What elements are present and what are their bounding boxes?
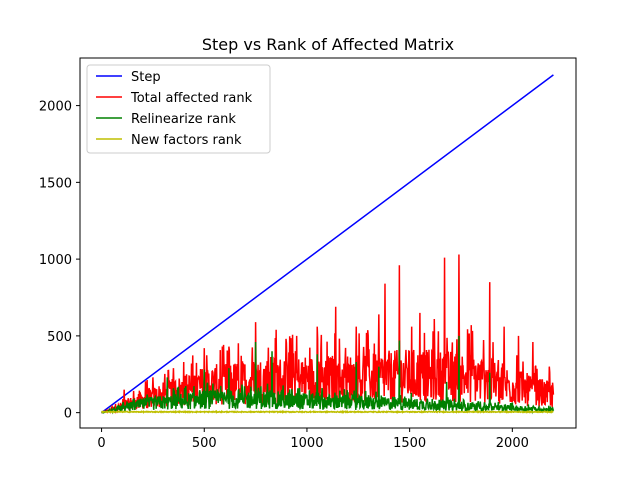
legend-label: New factors rank (131, 133, 242, 148)
y-tick-label: 1000 (39, 253, 72, 268)
series-line-step (101, 74, 554, 414)
chart-title: Step vs Rank of Affected Matrix (202, 35, 454, 54)
legend-label: Step (131, 70, 161, 85)
y-tick-label: 0 (64, 407, 72, 422)
y-tick-label: 1500 (39, 176, 72, 191)
axes-frame (79, 57, 577, 429)
x-tick-label: 1000 (290, 436, 323, 451)
x-tick-label: 500 (192, 436, 217, 451)
series-layer (100, 74, 555, 415)
series-line-relinearize-rank (100, 335, 555, 415)
y-tick-label: 500 (47, 330, 72, 345)
legend-items: Step Total affected rank Relinearize rank N… (96, 70, 253, 148)
plot-area: 0 500 1000 1500 2000 0 500 1000 1500 2000 (39, 57, 577, 451)
x-tick-label: 2000 (496, 436, 529, 451)
x-axis: 0 500 1000 1500 2000 (97, 428, 529, 451)
legend-label: Total affected rank (130, 91, 253, 106)
x-tick-label: 1500 (393, 436, 426, 451)
legend: Step Total affected rank Relinearize rank N… (86, 64, 271, 154)
legend-box (86, 64, 271, 154)
y-axis: 0 500 1000 1500 2000 (39, 100, 80, 422)
x-tick-label: 0 (97, 436, 105, 451)
legend-label: Relinearize rank (131, 112, 236, 127)
y-tick-label: 2000 (39, 100, 72, 115)
series-line-new-factors-rank (100, 409, 554, 415)
